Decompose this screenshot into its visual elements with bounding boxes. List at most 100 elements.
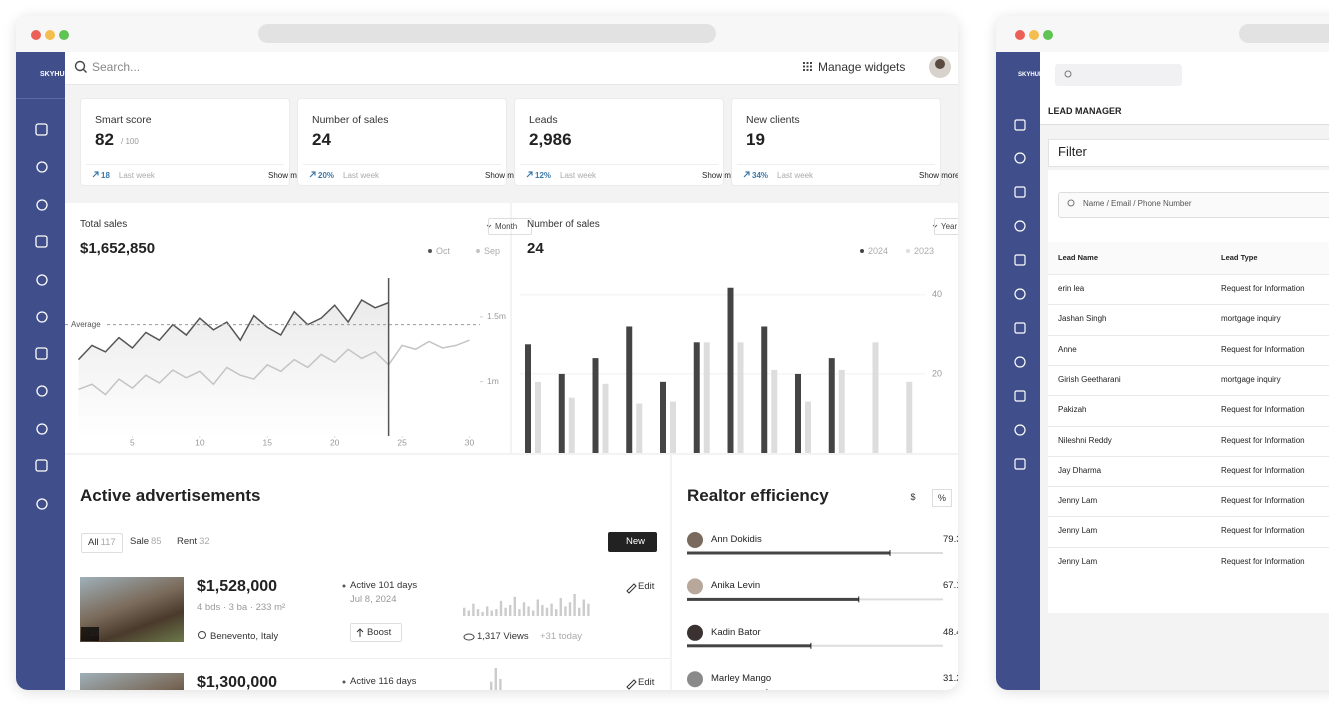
table-cell[interactable]: Jay Dharma [1058,465,1102,475]
table-cell[interactable]: Request for Information [1221,344,1305,354]
table-cell[interactable]: mortgage inquiry [1221,374,1281,384]
bar [535,381,541,453]
nav-icon-shape [36,161,48,173]
nav-icon[interactable] [1014,356,1026,368]
table-cell[interactable]: Request for Information [1221,496,1305,506]
table-header [1048,242,1329,274]
views-bar [472,603,475,616]
bar [838,369,845,453]
nav-icon[interactable] [1014,119,1026,131]
table-cell[interactable]: Girish Geetharani [1058,374,1121,384]
nav-icon[interactable] [35,459,48,472]
row-divider [1048,455,1329,457]
unit-toggle[interactable]: $ [910,492,916,502]
bar [636,403,643,453]
table-cell[interactable]: Jenny Lam [1058,496,1098,506]
period-dropdown[interactable]: Year [934,218,958,235]
views-bar [527,606,530,616]
nav-icon[interactable] [1014,152,1026,164]
nav-icon[interactable] [1014,220,1026,232]
bar [525,344,531,453]
bar [568,397,575,453]
x-tick-label: 20 [330,437,340,447]
new-button[interactable] [608,532,657,552]
search-icon [1064,70,1072,78]
brand: SKYHUB [1018,72,1044,78]
dashboard-content: 1m 1.5m 5 10 15 20 25 30 Average 20 40 SKYHUB Searc… [16,16,958,690]
kpi-period: Last week [560,171,597,180]
show-more-link[interactable]: Show more [702,171,743,180]
table-cell[interactable]: Request for Information [1221,465,1305,475]
nav-icon[interactable] [36,423,48,435]
edit-button[interactable]: Edit [638,581,655,592]
table-cell[interactable]: erin lea [1058,284,1085,293]
nav-icon[interactable] [35,235,48,248]
nav-icon-shape [1014,119,1026,131]
nav-icon[interactable] [36,161,48,173]
table-cell[interactable]: mortgage inquiry [1221,314,1281,324]
sidebar [996,52,1040,690]
nav-icon[interactable] [1014,322,1026,334]
nav-icon[interactable] [36,274,48,286]
nav-icon[interactable] [36,385,48,397]
period-dropdown[interactable]: Month [488,218,533,235]
show-more-link[interactable]: Show more [485,171,526,180]
tab-label: All [88,537,99,548]
tab-label: Sale [130,536,150,547]
row-divider [1048,395,1329,397]
nav-icon[interactable] [36,311,48,323]
realtor-name: Kadin Bator [711,626,761,638]
eye-icon [463,633,475,641]
bar [737,342,744,453]
window-control [45,30,55,40]
nav-icon[interactable] [36,199,48,211]
tab-count: 32 [199,536,210,547]
filter-tab[interactable]: Rent 32 [177,533,210,551]
views-bar [545,607,549,616]
realtor-value: 79.3% [943,534,958,545]
table-cell[interactable]: Request for Information [1221,435,1305,445]
nav-icon[interactable] [1014,424,1026,436]
table-cell[interactable]: Jenny Lam [1058,556,1098,566]
table-cell[interactable]: Jashan Singh [1058,314,1107,324]
views-bar [490,610,493,616]
chart-value: 24 [527,240,544,257]
table-cell[interactable]: Jenny Lam [1058,526,1098,536]
table-cell[interactable]: Request for Information [1221,284,1305,293]
table-cell[interactable]: Request for Information [1221,556,1305,566]
views-bar [495,609,498,616]
nav-icon[interactable] [35,123,48,136]
nav-icon[interactable] [1014,254,1026,266]
address-bar [258,24,716,43]
views-bar [481,611,484,616]
edit-button[interactable]: Edit [638,677,655,688]
trend-arrow [309,171,316,178]
table-cell[interactable]: Pakizah [1058,405,1087,415]
widgets-icon [806,65,809,68]
nav-icon[interactable] [1014,458,1026,470]
nav-icon[interactable] [35,347,48,360]
search-input[interactable]: Search... [92,60,141,74]
table-cell[interactable]: Anne [1058,344,1077,354]
nav-icon[interactable] [1014,186,1026,198]
filter-tab[interactable]: All 117 [81,533,123,553]
table-cell[interactable]: Request for Information [1221,405,1305,415]
nav-icon[interactable] [36,498,48,510]
legend-dot [860,249,864,253]
unit-toggle[interactable]: % [932,489,953,507]
nav-icon[interactable] [1014,288,1026,300]
show-more-link[interactable]: Show more [268,171,309,180]
table-cell[interactable]: Nileshni Reddy [1058,435,1112,445]
views-bar [490,681,493,690]
lead-search-input[interactable] [1058,192,1329,218]
show-more-link[interactable]: Show more [919,171,958,180]
views-bar [582,599,585,616]
x-tick-label: 10 [195,437,205,447]
nav-icon[interactable] [1014,390,1026,402]
filter-tab[interactable]: Sale 85 [130,533,162,551]
manage-widgets-button[interactable]: Manage widgets [818,60,906,74]
boost-button[interactable] [350,623,402,642]
search-box[interactable] [1055,64,1182,86]
listing-price: $1,300,000 [197,674,278,691]
table-cell[interactable]: Request for Information [1221,526,1305,536]
